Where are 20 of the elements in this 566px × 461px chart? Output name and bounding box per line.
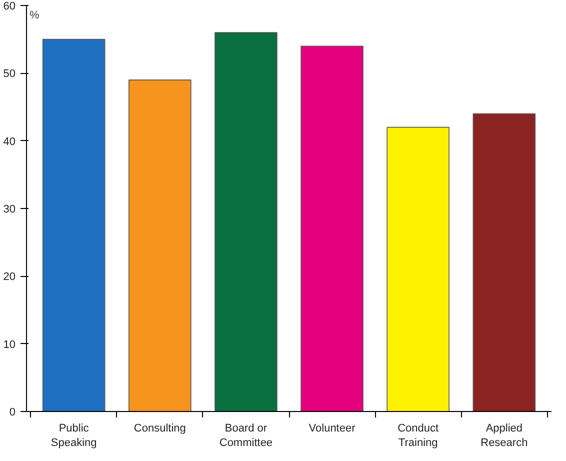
x-tick-label: Board or Committee	[219, 422, 273, 449]
x-tick-label: Public Speaking	[50, 422, 97, 449]
y-tick-label: 60	[3, 0, 16, 12]
y-tick-label: 40	[3, 136, 16, 148]
y-axis-title: %	[30, 10, 40, 22]
x-tick-label: Consulting	[134, 422, 186, 434]
bar	[42, 38, 106, 412]
y-tick-label: 20	[3, 271, 16, 284]
x-tick-label: Volunteer	[308, 422, 356, 434]
y-tick-label: 10	[3, 338, 16, 351]
bar	[386, 126, 450, 412]
bar	[300, 46, 364, 412]
y-tick-label: 30	[3, 204, 16, 216]
x-tick-label: Conduct Training	[398, 422, 439, 449]
y-tick-label: 50	[3, 68, 16, 80]
y-tick-label: 0	[9, 406, 16, 418]
x-tick-label: Applied Research	[480, 422, 528, 449]
bar	[128, 80, 192, 412]
bar	[214, 32, 278, 412]
bar	[472, 113, 536, 412]
